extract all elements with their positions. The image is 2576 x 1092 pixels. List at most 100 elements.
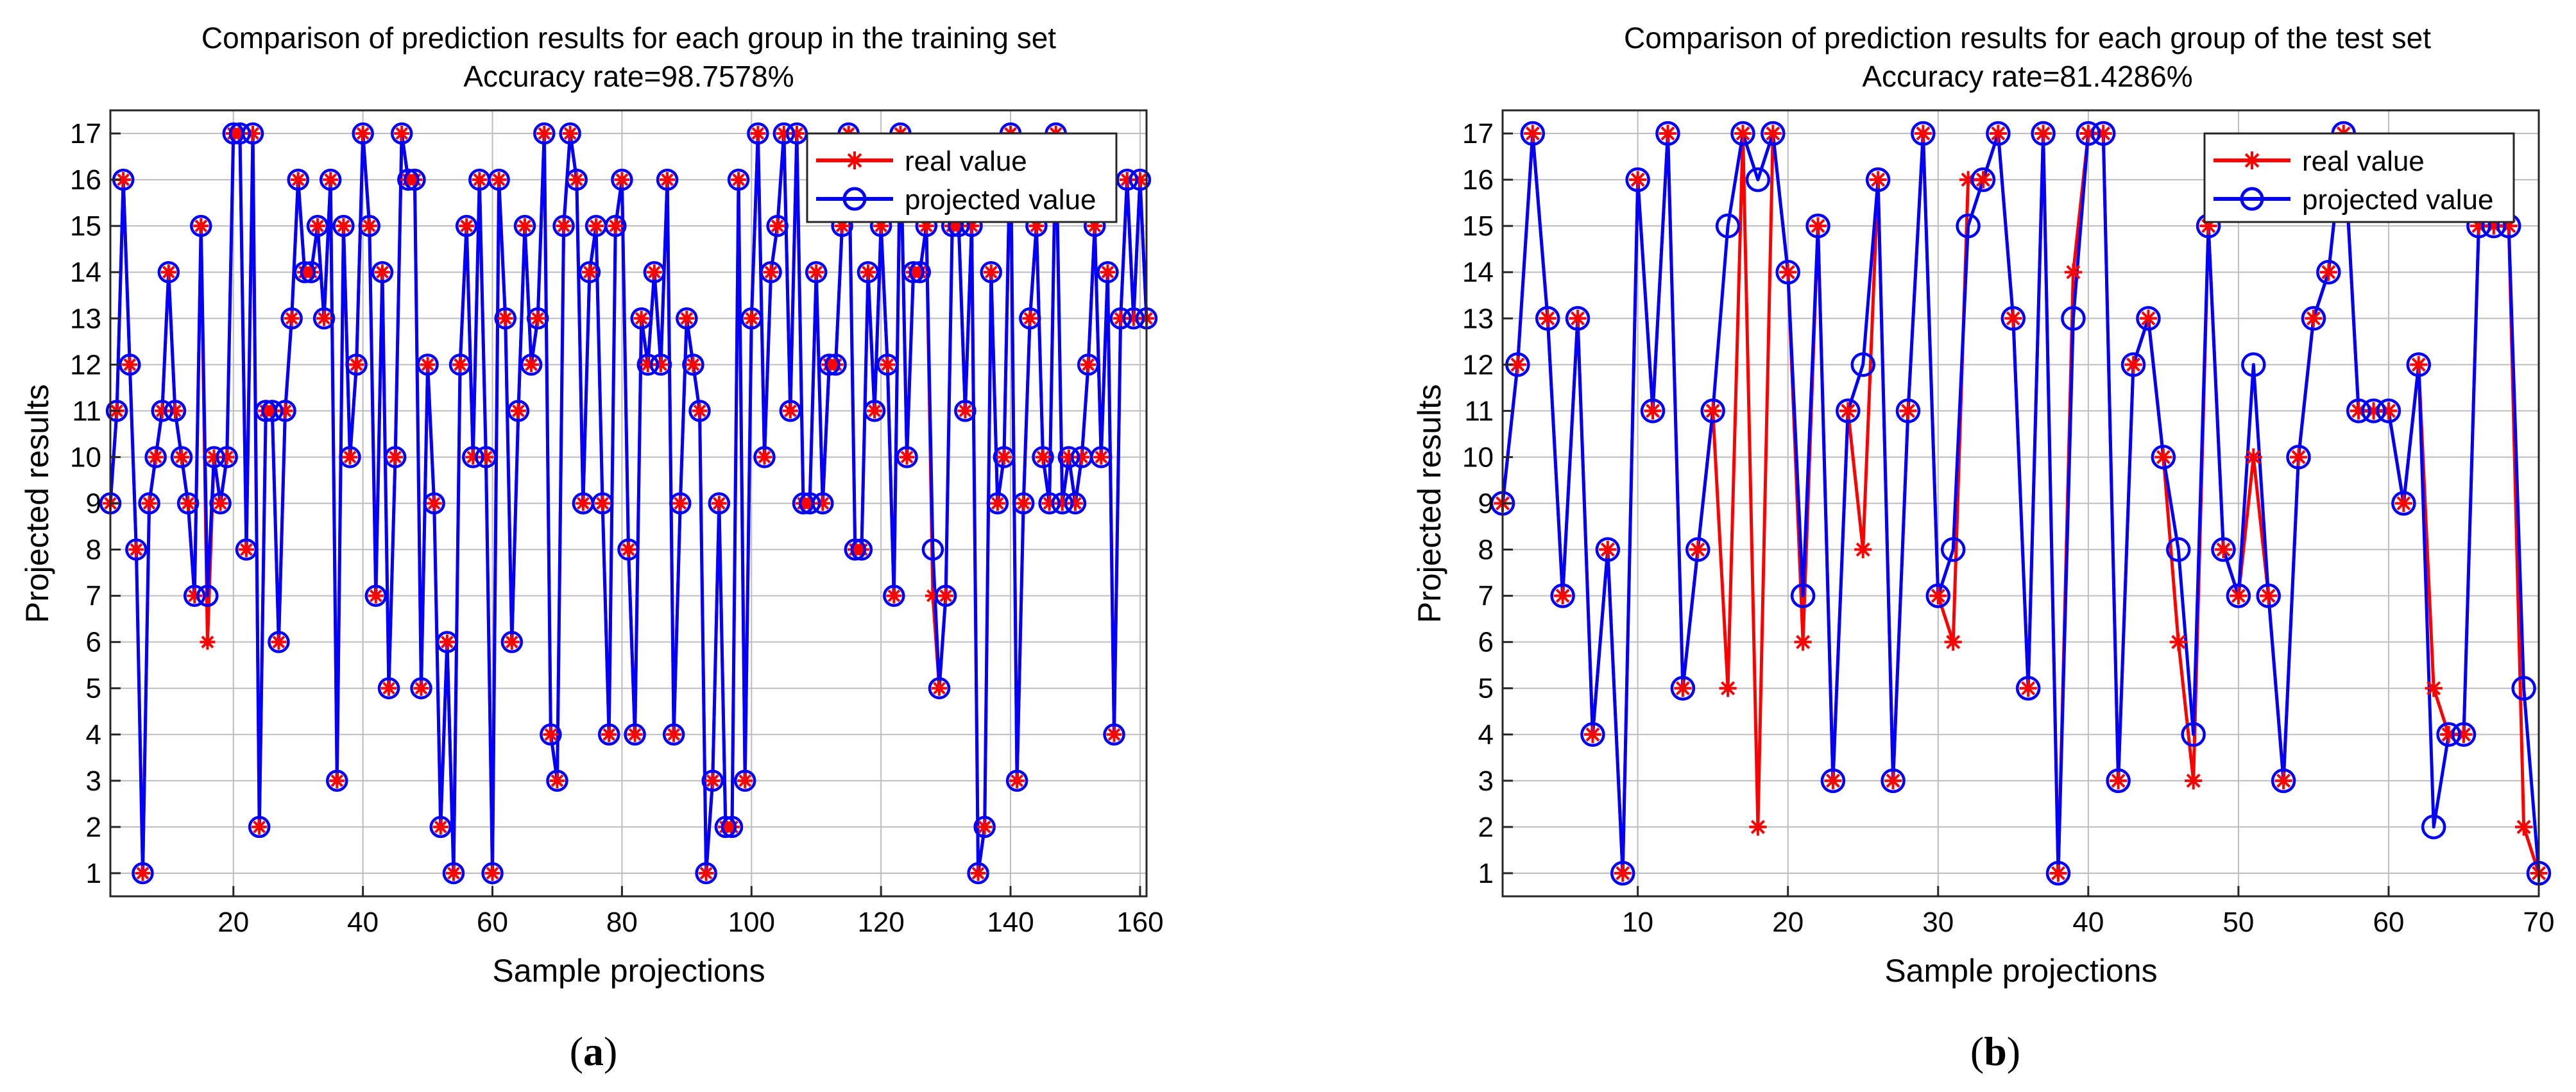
point-projected-value [274, 400, 296, 422]
point-projected-value [857, 260, 880, 284]
point-projected-value [429, 815, 452, 839]
point-real-value [704, 772, 721, 789]
point-real-value [932, 680, 947, 696]
point-projected-value [157, 260, 180, 284]
point-projected-value [1064, 492, 1087, 515]
point-real-value [698, 865, 714, 881]
point-projected-value [228, 122, 252, 145]
point-projected-value [676, 307, 698, 330]
y-tick-label: 13 [1462, 303, 1494, 334]
point-real-value [1080, 357, 1096, 373]
y-tick-label: 10 [70, 441, 101, 473]
point-real-value [426, 495, 442, 511]
point-projected-value [2000, 306, 2026, 331]
point-projected-value [1655, 121, 1680, 146]
point-real-value [1719, 679, 1737, 697]
point-projected-value [1090, 446, 1113, 468]
y-tick-label: 5 [1478, 673, 1494, 704]
point-real-value [646, 264, 662, 280]
point-projected-value [1640, 398, 1666, 423]
x-tick-label: 50 [2222, 907, 2254, 938]
point-real-value [886, 588, 902, 604]
point-real-value [2319, 263, 2337, 281]
point-projected-value [986, 492, 1009, 515]
point-projected-value [559, 122, 581, 145]
point-real-value [1764, 124, 1782, 142]
point-projected-value [1775, 259, 1800, 285]
point-real-value [290, 172, 306, 188]
point-projected-value [772, 122, 795, 145]
point-projected-value [390, 122, 413, 145]
point-projected-value [312, 307, 336, 330]
point-projected-value [462, 446, 484, 468]
y-tick-label: 7 [86, 581, 101, 612]
x-tick-label: 40 [2072, 907, 2104, 938]
point-real-value [938, 588, 954, 604]
point-real-value [2305, 309, 2323, 327]
point-real-value [1914, 124, 1932, 142]
point-real-value [1100, 264, 1116, 280]
point-projected-value [2181, 722, 2206, 747]
point-real-value [1884, 772, 1902, 790]
point-real-value [1644, 402, 1662, 420]
point-projected-value [896, 446, 918, 468]
x-tick-labels: 10 20 30 40 50 60 70 [1622, 886, 2554, 938]
point-projected-value [371, 260, 394, 284]
point-projected-value [812, 492, 834, 515]
point-real-value [135, 865, 151, 881]
point-real-value [342, 449, 358, 465]
point-projected-value [1836, 398, 1861, 423]
point-projected-value [358, 214, 380, 237]
y-tick-label: 13 [70, 303, 101, 334]
point-projected-value [2286, 445, 2311, 470]
point-projected-value [766, 214, 789, 237]
point-projected-value [1670, 676, 1696, 701]
point-real-value [148, 449, 164, 465]
point-real-value [782, 403, 798, 419]
point-projected-value [300, 260, 323, 284]
panel-label-a: (a) [570, 1028, 618, 1074]
point-real-value [996, 449, 1012, 465]
point-real-value [568, 172, 584, 188]
point-projected-value [876, 354, 899, 376]
point-real-value [608, 218, 624, 234]
point-real-value [2244, 448, 2262, 466]
point-real-value [368, 588, 384, 604]
point-real-value [394, 126, 410, 142]
point-projected-value [176, 492, 200, 515]
y-tick-label: 1 [1478, 858, 1494, 889]
point-real-value [756, 449, 772, 465]
point-projected-value [132, 862, 154, 885]
point-projected-value [733, 769, 756, 792]
point-real-value [1869, 171, 1887, 189]
y-axis-label: Projected results [19, 384, 55, 623]
point-projected-value [921, 538, 944, 561]
point-real-value [355, 126, 371, 142]
point-real-value [1944, 633, 1962, 651]
point-real-value [2185, 772, 2203, 790]
legend-real-label: real value [905, 146, 1027, 177]
point-real-value [284, 311, 300, 327]
y-tick-label: 8 [86, 534, 101, 566]
point-real-value [867, 403, 883, 419]
point-real-value [524, 357, 540, 373]
point-projected-value [1865, 167, 1891, 192]
point-projected-value [934, 584, 957, 607]
point-projected-value [1565, 306, 1591, 331]
series-markers [99, 122, 1158, 885]
point-projected-value [2271, 768, 2296, 794]
legend: real value projected value [806, 132, 1118, 223]
point-real-value [581, 264, 597, 280]
point-projected-value [1012, 492, 1035, 515]
y-tick-label: 16 [70, 164, 101, 196]
point-real-value [459, 218, 475, 234]
x-tick-label: 40 [347, 907, 379, 938]
y-tick-label: 12 [70, 349, 101, 380]
point-real-value [1508, 355, 1527, 373]
point-projected-value [1850, 352, 1875, 377]
point-real-value [2425, 679, 2443, 697]
point-real-value [1989, 124, 2007, 142]
point-real-value [316, 311, 332, 327]
point-projected-value [436, 631, 459, 653]
point-projected-value [540, 723, 562, 746]
